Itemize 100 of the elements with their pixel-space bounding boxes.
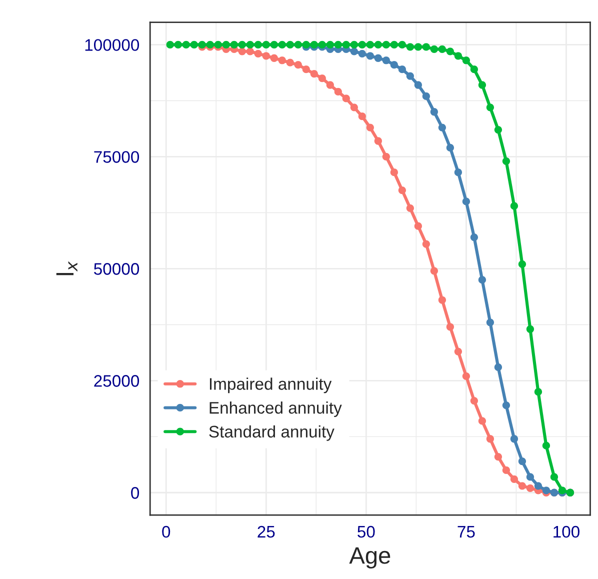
point — [502, 466, 510, 474]
point — [446, 323, 454, 331]
point — [390, 168, 398, 176]
point — [518, 482, 526, 490]
point — [406, 204, 414, 212]
point — [502, 157, 510, 165]
point — [366, 52, 374, 60]
point — [430, 267, 438, 275]
point — [374, 54, 382, 62]
y-tick-label: 0 — [131, 487, 140, 499]
point — [270, 40, 278, 49]
point — [374, 40, 382, 49]
point — [350, 40, 358, 49]
point — [390, 40, 398, 49]
point — [398, 66, 406, 74]
point — [174, 40, 182, 49]
point — [206, 40, 214, 49]
point — [518, 457, 526, 466]
point — [222, 40, 230, 49]
point — [486, 318, 494, 326]
point — [526, 473, 534, 481]
point — [342, 94, 350, 102]
point — [286, 40, 294, 49]
point — [358, 112, 366, 120]
point — [270, 54, 278, 62]
point — [318, 40, 326, 49]
point — [550, 473, 558, 481]
point — [198, 40, 206, 49]
point — [294, 40, 302, 49]
point — [230, 40, 238, 49]
point — [486, 435, 494, 443]
point — [326, 81, 334, 89]
point — [390, 61, 398, 69]
point — [334, 88, 342, 96]
x-axis-title: Age — [349, 547, 390, 569]
point — [254, 40, 262, 49]
point — [534, 482, 542, 490]
point — [414, 43, 422, 51]
point — [366, 40, 374, 49]
legend-label: Impaired annuity — [210, 378, 332, 394]
point — [382, 152, 390, 160]
point — [310, 70, 318, 78]
point — [502, 401, 510, 410]
point — [374, 137, 382, 145]
y-tick-label: 75000 — [94, 151, 140, 163]
point — [462, 56, 470, 64]
point — [302, 40, 310, 49]
point — [406, 72, 414, 80]
y-tick-label: 50000 — [94, 263, 140, 275]
point — [422, 240, 430, 248]
point — [526, 484, 534, 492]
point — [310, 40, 318, 49]
point — [254, 50, 262, 58]
point — [470, 396, 478, 405]
y-axis-title: l$_{x}$ — [56, 261, 78, 276]
point — [510, 435, 518, 443]
point — [342, 40, 350, 49]
point — [406, 43, 414, 51]
point — [182, 40, 190, 49]
point — [462, 372, 470, 380]
point — [494, 363, 502, 372]
point — [166, 40, 174, 49]
point — [438, 45, 446, 53]
point — [350, 48, 358, 56]
point — [470, 233, 478, 242]
point — [470, 66, 478, 74]
point — [438, 124, 446, 132]
x-tick-label: 50 — [358, 526, 375, 538]
point — [422, 92, 430, 100]
point — [414, 81, 422, 89]
point — [494, 452, 502, 461]
point — [518, 260, 526, 268]
y-tick-label: 25000 — [94, 375, 140, 387]
point — [438, 296, 446, 304]
point — [278, 56, 286, 64]
point — [478, 81, 486, 89]
point — [294, 61, 302, 69]
point — [446, 144, 454, 152]
point — [286, 58, 294, 66]
point — [478, 276, 486, 284]
point — [422, 43, 430, 51]
point — [382, 56, 390, 64]
point — [246, 40, 254, 49]
legend-label: Enhanced annuity — [210, 401, 342, 418]
point — [318, 74, 326, 82]
point — [454, 52, 462, 60]
point — [494, 126, 502, 134]
point — [238, 40, 246, 49]
point — [190, 40, 198, 49]
point — [382, 40, 390, 49]
point — [246, 48, 254, 56]
point — [398, 186, 406, 194]
point — [486, 104, 494, 112]
x-tick-label: 25 — [258, 526, 275, 538]
point — [542, 442, 550, 450]
point — [414, 222, 422, 230]
point — [358, 40, 366, 49]
point — [478, 417, 486, 425]
point — [430, 45, 438, 53]
point — [446, 48, 454, 56]
